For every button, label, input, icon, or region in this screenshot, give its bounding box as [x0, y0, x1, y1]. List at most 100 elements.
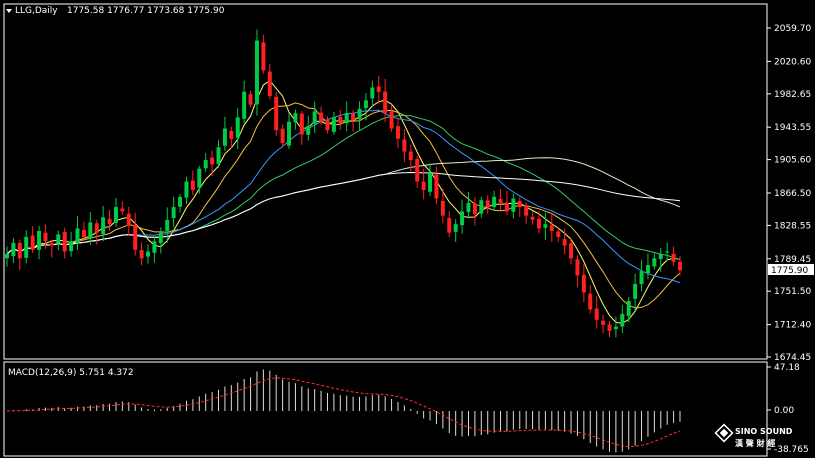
candle-body [402, 139, 407, 152]
candle-body [190, 180, 195, 191]
candle-body [274, 96, 279, 131]
candle-body [620, 313, 625, 327]
candle-body [178, 196, 183, 207]
candle-body [601, 320, 606, 325]
candle-body [421, 181, 426, 191]
candle-body [652, 258, 657, 267]
candle-body [658, 254, 663, 260]
candle-body [242, 91, 247, 119]
candle-body [280, 128, 285, 144]
ma-5-line [6, 80, 681, 324]
candle-body [248, 94, 253, 105]
candle-body [428, 172, 433, 192]
candle-body [588, 293, 593, 310]
candle-body [312, 111, 317, 124]
candle-body [146, 251, 151, 257]
candle-body [524, 205, 529, 216]
price-tick-label: 1712.40 [774, 321, 811, 331]
candle-body [639, 271, 644, 285]
candle-body [562, 238, 567, 246]
candle-body [126, 213, 131, 226]
candle-body [498, 199, 503, 203]
price-tick-label: 1943.55 [774, 123, 811, 133]
price-tick-label: 2020.60 [774, 57, 811, 67]
candle-body [395, 126, 400, 139]
price-tick-label: 1751.50 [774, 287, 811, 297]
candle-body [678, 261, 682, 271]
candle-body [370, 87, 375, 99]
macd-tick-label: 0.00 [774, 406, 794, 416]
candle-body [671, 253, 676, 262]
candle-body [453, 224, 458, 232]
candle-body [210, 157, 215, 165]
candle-body [261, 42, 266, 71]
macd-tick-label: -38.765 [774, 445, 809, 455]
candle-body [485, 200, 490, 208]
candle-body [543, 224, 548, 228]
candle-body [569, 243, 574, 259]
candle-body [229, 130, 234, 139]
candle-body [492, 196, 497, 208]
macd-axis: 47.18 0.00 -38.765 [767, 363, 809, 455]
candle-body [472, 203, 477, 214]
symbol-label: LLG,Daily [15, 6, 58, 16]
candle-body [357, 108, 362, 120]
candle-body [88, 222, 93, 239]
price-tick-label: 1828.55 [774, 221, 811, 231]
candle-body [665, 251, 670, 253]
candle-body [460, 211, 465, 226]
candle-body [17, 242, 22, 259]
candle-body [434, 174, 439, 199]
candle-body [152, 241, 157, 253]
candle-body [5, 254, 9, 259]
candle-body [139, 250, 144, 259]
ohlc-values: 1775.58 1776.77 1773.68 1775.90 [67, 6, 225, 16]
candle-body [254, 40, 259, 105]
candle-body [37, 230, 42, 250]
ma-60-line [6, 157, 681, 255]
price-tick-label: 1982.65 [774, 90, 811, 100]
candle-body [581, 274, 586, 293]
candle-body [607, 324, 612, 331]
symbol-menu-triangle-icon[interactable] [6, 9, 12, 13]
candle-body [319, 112, 324, 122]
price-axis: 2059.70 2020.60 1982.65 1943.55 1905.60 1866.… [767, 24, 811, 363]
price-tick-label: 1674.45 [774, 353, 811, 363]
candle-body [62, 232, 67, 252]
candle-body [165, 219, 170, 231]
candle-body [331, 117, 336, 132]
price-tick-label: 1905.60 [774, 156, 811, 166]
macd-signal-line [6, 377, 681, 448]
candle-body [306, 125, 311, 135]
candle-body [11, 242, 16, 257]
candle-body [235, 117, 240, 138]
candle-body [479, 200, 484, 214]
candle-body [440, 200, 445, 216]
candle-body [75, 228, 80, 243]
candle-body [613, 326, 618, 330]
ma-120-line [6, 171, 681, 255]
ma-10-line [6, 102, 681, 309]
candle-body [376, 86, 381, 92]
macd-label: MACD(12,26,9) 5.751 4.372 [8, 368, 134, 378]
candle-body [222, 128, 227, 146]
macd-signal-path [6, 377, 681, 448]
candle-body [171, 207, 176, 219]
candle-body [626, 301, 631, 316]
candle-body [299, 113, 304, 135]
candle-body [197, 168, 202, 188]
candle-body [101, 217, 106, 235]
candle-body [133, 225, 138, 250]
sino-sound-logo: SINO SOUND 漢 聲 財 經 [714, 423, 793, 448]
candle-body [113, 207, 118, 223]
candle-body [575, 259, 580, 276]
candle-body [383, 91, 388, 114]
svg-text:漢 聲 財 經: 漢 聲 財 經 [735, 438, 775, 448]
price-tick-label: 1789.45 [774, 255, 811, 265]
candle-body [30, 235, 35, 250]
candle-body [56, 234, 61, 244]
candle-body [594, 308, 599, 320]
candle-body [184, 181, 189, 198]
candle-body [351, 113, 356, 120]
candle-body [645, 265, 650, 274]
